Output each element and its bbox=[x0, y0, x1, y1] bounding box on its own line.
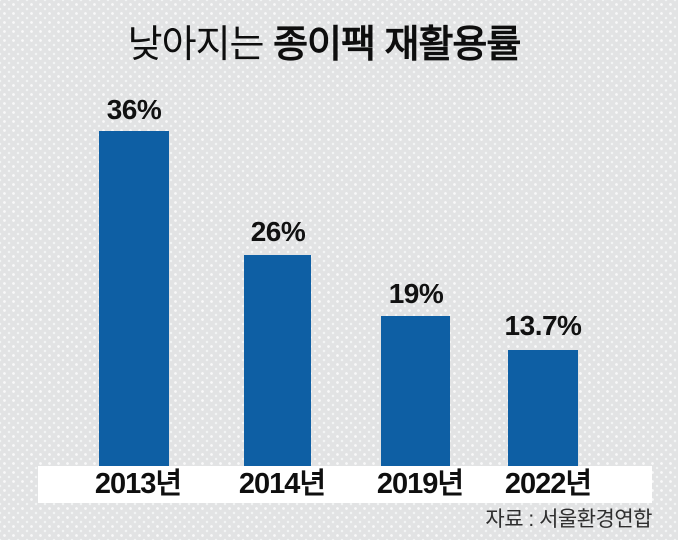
value-label-2022: 13.7% bbox=[504, 310, 582, 341]
bar-2022 bbox=[508, 350, 578, 467]
x-axis-strip bbox=[38, 466, 652, 503]
chart-title-prefix: 낮아지는 bbox=[127, 24, 274, 66]
category-label-2013: 2013년 bbox=[94, 468, 182, 500]
source-credit: 자료 : 서울환경연합 bbox=[485, 508, 652, 531]
chart-title-emphasis: 종이팩 재활용률 bbox=[273, 24, 521, 66]
value-label-2014: 26% bbox=[250, 216, 306, 247]
bar-2013 bbox=[99, 131, 169, 467]
value-label-2013: 36% bbox=[106, 94, 162, 125]
bar-2014 bbox=[244, 255, 311, 467]
value-label-2019: 19% bbox=[388, 278, 444, 309]
bar-2019 bbox=[381, 316, 450, 467]
category-label-2014: 2014년 bbox=[238, 468, 326, 500]
category-label-2019: 2019년 bbox=[376, 468, 464, 500]
category-label-2022: 2022년 bbox=[504, 468, 592, 500]
chart-title: 낮아지는 종이팩 재활용률 bbox=[0, 25, 648, 65]
